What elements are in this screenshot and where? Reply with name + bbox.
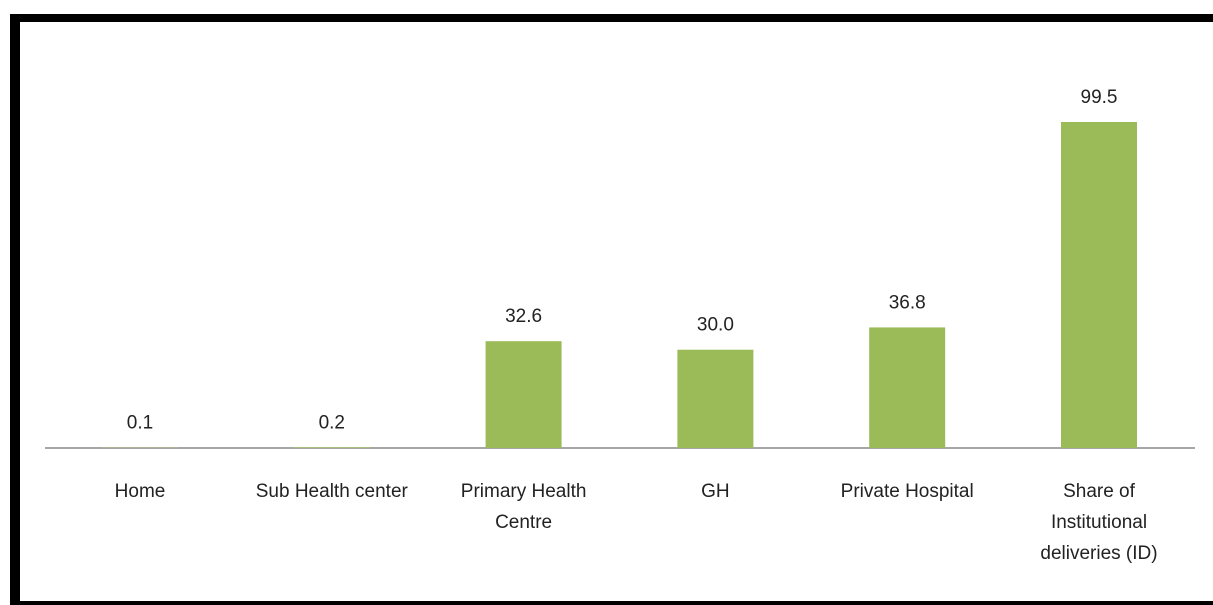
data-label: 36.8 [889, 292, 926, 313]
chart-frame [10, 14, 1213, 605]
x-tick-label: Sub Health center [255, 481, 408, 502]
bar [485, 341, 562, 448]
x-tick-label: Private Hospital [840, 481, 974, 502]
data-label: 99.5 [1081, 87, 1118, 108]
bar [1061, 122, 1137, 448]
x-tick-label: GH [701, 481, 730, 502]
x-tick-label: Primary Health Centre [460, 481, 587, 533]
data-label: 0.1 [127, 413, 153, 434]
bar [677, 349, 754, 448]
data-label: 30.0 [697, 315, 734, 336]
bar [869, 327, 946, 448]
data-label: 0.2 [319, 412, 345, 433]
x-tick-label: Home [114, 481, 166, 502]
x-tick-label: Share of Institutional deliveries (ID) [1040, 481, 1158, 564]
bar [293, 447, 370, 448]
data-label: 32.6 [505, 306, 542, 327]
